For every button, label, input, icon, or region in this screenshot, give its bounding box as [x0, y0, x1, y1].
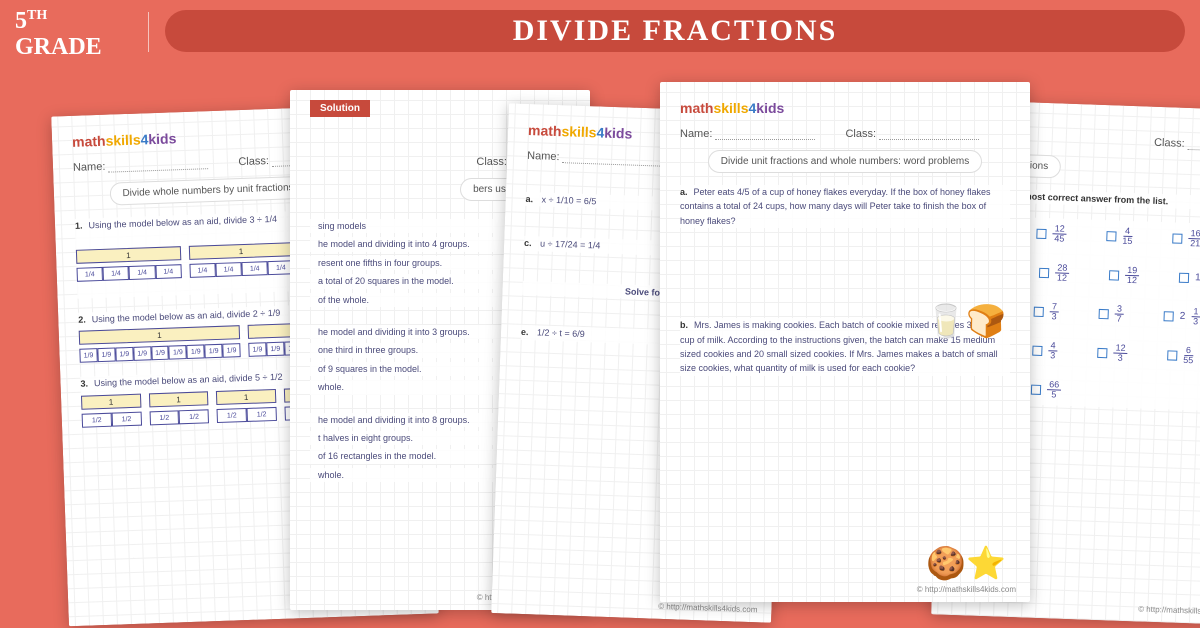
- title-bar: DIVIDE FRACTIONS: [165, 10, 1185, 52]
- footer-url: © http://mathskills4kids.com: [1138, 604, 1200, 616]
- checkbox-icon[interactable]: [1097, 348, 1107, 358]
- answer-option[interactable]: 665: [1031, 380, 1062, 400]
- answer-option[interactable]: 37: [1098, 304, 1124, 324]
- checkbox-icon[interactable]: [1036, 229, 1046, 239]
- answer-option[interactable]: 73: [1033, 302, 1059, 322]
- answer-option[interactable]: 2812: [1039, 263, 1070, 283]
- name-class-row: Name: Class:: [680, 128, 1010, 140]
- answer-option[interactable]: 123: [1097, 343, 1128, 363]
- checkbox-icon[interactable]: [1031, 385, 1041, 395]
- name-label: Name:: [527, 150, 663, 167]
- milk-icon: 🥛🍞: [926, 302, 1006, 340]
- checkbox-icon[interactable]: [1167, 350, 1177, 360]
- worksheet-s4: mathskills4kids Name: Class: Divide unit …: [660, 82, 1030, 602]
- worksheet-canvas: mathskills4kidsName: Class: Divide whole…: [0, 70, 1200, 628]
- checkbox-icon[interactable]: [1164, 311, 1174, 321]
- name-label: Name:: [680, 128, 815, 140]
- logo: mathskills4kids: [680, 100, 1010, 116]
- answer-option[interactable]: 1621: [1172, 229, 1200, 249]
- cookies-icon: 🍪⭐: [926, 544, 1006, 582]
- grade-number: 5: [15, 8, 27, 34]
- solution-tag: Solution: [310, 100, 370, 117]
- answer-option[interactable]: 415: [1106, 227, 1133, 247]
- answer-option[interactable]: 655: [1167, 346, 1194, 366]
- answer-option[interactable]: 1245: [1036, 224, 1067, 244]
- grade-badge: 5TH GRADE: [15, 8, 102, 61]
- checkbox-icon[interactable]: [1106, 231, 1116, 241]
- class-label: Class:: [845, 128, 979, 140]
- footer-url: © http://mathskills4kids.com: [917, 585, 1016, 594]
- checkbox-icon[interactable]: [1179, 273, 1189, 283]
- checkbox-icon[interactable]: [1172, 233, 1182, 243]
- header-bar: 5TH GRADE DIVIDE FRACTIONS: [0, 0, 1200, 70]
- page-title: DIVIDE FRACTIONS: [513, 14, 838, 48]
- answer-option[interactable]: 213: [1163, 307, 1200, 327]
- answer-option[interactable]: 1719: [1179, 268, 1200, 288]
- grade-suffix: TH: [27, 8, 47, 23]
- checkbox-icon[interactable]: [1039, 268, 1049, 278]
- sheet-title: Divide unit fractions and whole numbers:…: [708, 150, 982, 173]
- checkbox-icon[interactable]: [1032, 346, 1042, 356]
- answer-option[interactable]: 43: [1032, 341, 1058, 361]
- header-separator: [148, 12, 149, 52]
- checkbox-icon[interactable]: [1109, 270, 1119, 280]
- grade-word: GRADE: [15, 34, 102, 60]
- word-problem: a.Peter eats 4/5 of a cup of honey flake…: [680, 185, 1010, 228]
- name-label: Name:: [73, 157, 209, 174]
- checkbox-icon[interactable]: [1034, 307, 1044, 317]
- checkbox-icon[interactable]: [1099, 309, 1109, 319]
- answer-option[interactable]: 1912: [1109, 266, 1140, 286]
- footer-url: © http://mathskills4kids.com: [658, 602, 758, 614]
